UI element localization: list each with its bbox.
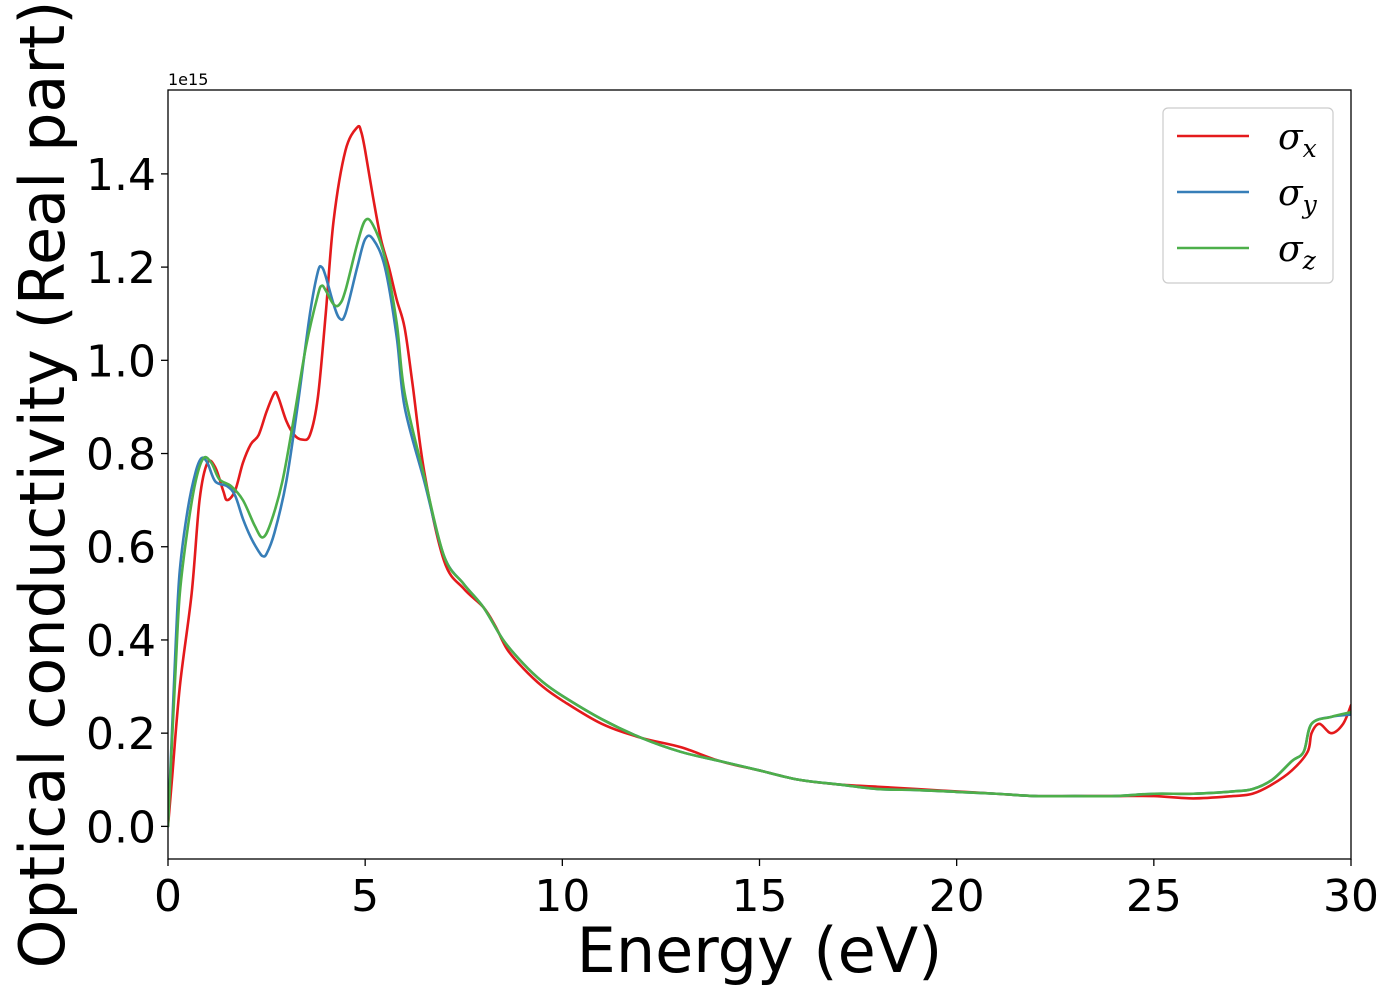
x-tick-label: 15 <box>732 871 788 922</box>
y-axis-offset-label: 1e15 <box>168 70 208 89</box>
x-tick-label: 30 <box>1323 871 1379 922</box>
y-tick-label: 0.6 <box>86 523 156 574</box>
x-tick-label: 10 <box>534 871 590 922</box>
legend-label-sigma-z: σz <box>1278 229 1317 275</box>
y-axis-ticks: 0.0 0.2 0.4 0.6 0.8 1.0 1.2 1.4 <box>86 150 168 853</box>
x-tick-label: 0 <box>154 871 182 922</box>
legend-label-sigma-x: σx <box>1278 117 1317 163</box>
y-tick-label: 0.0 <box>86 802 156 853</box>
x-axis-ticks: 0 5 10 15 20 25 30 <box>154 859 1379 922</box>
x-axis-label: Energy (eV) <box>577 914 943 987</box>
legend-subscript: y <box>1302 190 1318 219</box>
x-tick-label: 25 <box>1126 871 1182 922</box>
y-tick-label: 0.4 <box>86 616 156 667</box>
series-line-sigma-y <box>168 234 1351 828</box>
x-tick-label: 5 <box>351 871 379 922</box>
series-layer <box>168 124 1351 828</box>
y-tick-label: 1.2 <box>86 243 156 294</box>
y-axis-label: Optical conductivity (Real part) <box>6 1 79 969</box>
legend-symbol: σ <box>1278 117 1304 158</box>
legend-label-sigma-y: σy <box>1278 173 1318 219</box>
y-tick-label: 0.2 <box>86 709 156 760</box>
x-tick-label: 20 <box>929 871 985 922</box>
y-tick-label: 1.0 <box>86 336 156 387</box>
legend-box <box>1162 107 1334 284</box>
legend-symbol: σ <box>1278 173 1304 214</box>
legend-subscript: z <box>1302 246 1317 275</box>
y-tick-label: 0.8 <box>86 430 156 481</box>
series-line-sigma-z <box>168 217 1351 828</box>
y-tick-label: 1.4 <box>86 150 156 201</box>
legend-symbol: σ <box>1278 229 1304 270</box>
legend-subscript: x <box>1303 134 1317 163</box>
